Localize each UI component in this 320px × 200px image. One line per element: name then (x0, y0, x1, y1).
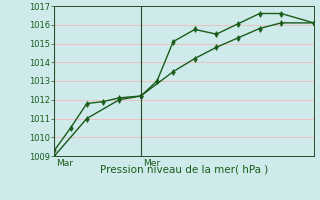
Text: Mer: Mer (143, 159, 160, 168)
X-axis label: Pression niveau de la mer( hPa ): Pression niveau de la mer( hPa ) (100, 164, 268, 174)
Text: Mar: Mar (57, 159, 74, 168)
